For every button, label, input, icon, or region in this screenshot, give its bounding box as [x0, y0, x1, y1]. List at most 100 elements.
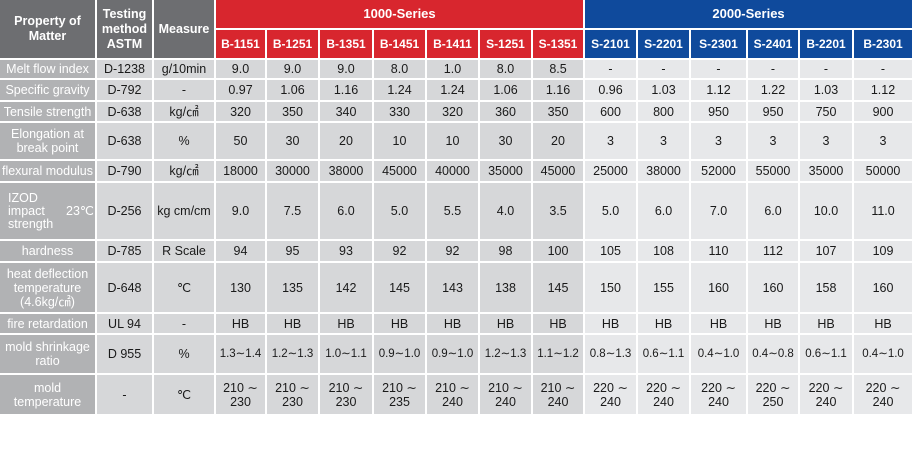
value-cell: 138 — [480, 263, 533, 314]
value-cell: 45000 — [374, 161, 427, 183]
value-cell: HB — [267, 314, 320, 335]
value-cell: 210 ∼ 240 — [427, 375, 480, 416]
value-cell: 5.0 — [585, 183, 639, 241]
value-cell: 107 — [800, 241, 855, 263]
value-cell: 130 — [216, 263, 267, 314]
value-cell: 110 — [691, 241, 749, 263]
value-cell: 45000 — [533, 161, 586, 183]
table-row: hardness D-785 R Scale 94 95 93 92 92 98 100 105 10… — [0, 241, 912, 263]
value-cell: 1.24 — [374, 80, 427, 102]
value-cell: 3 — [691, 123, 749, 161]
grade-code-header: B-2301 — [854, 30, 912, 60]
property-name: mold shrinkage ratio — [0, 335, 97, 375]
measure-unit: ℃ — [154, 263, 216, 314]
measure-unit: R Scale — [154, 241, 216, 263]
value-cell: 0.4∼1.0 — [854, 335, 912, 375]
value-cell: 6.0 — [320, 183, 374, 241]
value-cell: 220 ∼ 240 — [691, 375, 749, 416]
value-cell: 38000 — [638, 161, 692, 183]
value-cell: 210 ∼ 230 — [267, 375, 320, 416]
value-cell: 220 ∼ 250 — [748, 375, 801, 416]
value-cell: 30 — [267, 123, 320, 161]
value-cell: 210 ∼ 235 — [374, 375, 427, 416]
value-cell: HB — [748, 314, 801, 335]
measure-unit: ℃ — [154, 375, 216, 416]
test-method: - — [97, 375, 154, 416]
table-row: mold temperature - ℃ 210 ∼ 230 210 ∼ 230 210 … — [0, 375, 912, 416]
value-cell: 0.9∼1.0 — [374, 335, 427, 375]
value-cell: 30 — [480, 123, 533, 161]
value-cell: 1.03 — [800, 80, 855, 102]
value-cell: 3 — [585, 123, 639, 161]
value-cell: 35000 — [800, 161, 855, 183]
value-cell: 98 — [480, 241, 533, 263]
value-cell: 210 ∼ 230 — [320, 375, 374, 416]
property-label: IZOD impact strength — [8, 190, 54, 231]
value-cell: 0.4∼0.8 — [748, 335, 801, 375]
value-cell: 9.0 — [216, 60, 267, 80]
value-cell: 50 — [216, 123, 267, 161]
property-name: Elongation at break point — [0, 123, 97, 161]
value-cell: 320 — [427, 102, 480, 123]
value-cell: 1.0 — [427, 60, 480, 80]
measure-unit: % — [154, 335, 216, 375]
value-cell: HB — [800, 314, 855, 335]
value-cell: 220 ∼ 240 — [800, 375, 855, 416]
value-cell: 9.0 — [216, 183, 267, 241]
value-cell: 155 — [638, 263, 692, 314]
value-cell: 220 ∼ 240 — [585, 375, 639, 416]
test-method: D-790 — [97, 161, 154, 183]
value-cell: 95 — [267, 241, 320, 263]
value-cell: HB — [320, 314, 374, 335]
grade-code-header: B-1411 — [427, 30, 480, 60]
value-cell: 350 — [533, 102, 586, 123]
value-cell: 1.12 — [854, 80, 912, 102]
property-condition: 23℃ — [66, 204, 94, 218]
value-cell: 1.2∼1.3 — [267, 335, 320, 375]
value-cell: 0.9∼1.0 — [427, 335, 480, 375]
value-cell: 1.06 — [267, 80, 320, 102]
header-property: Property of Matter — [0, 0, 97, 60]
test-method: D-638 — [97, 102, 154, 123]
measure-unit: - — [154, 314, 216, 335]
table-row: Tensile strength D-638 kg/㎠ 320 350 340 330 320… — [0, 102, 912, 123]
value-cell: 320 — [216, 102, 267, 123]
value-cell: 1.0∼1.1 — [320, 335, 374, 375]
grade-code-header: B-1351 — [320, 30, 374, 60]
value-cell: HB — [638, 314, 692, 335]
value-cell: 1.16 — [533, 80, 586, 102]
value-cell: 20 — [533, 123, 586, 161]
value-cell: 25000 — [585, 161, 639, 183]
value-cell: 340 — [320, 102, 374, 123]
value-cell: 52000 — [691, 161, 749, 183]
value-cell: HB — [691, 314, 749, 335]
value-cell: HB — [427, 314, 480, 335]
value-cell: 160 — [748, 263, 801, 314]
value-cell: 3.5 — [533, 183, 586, 241]
value-cell: 10 — [374, 123, 427, 161]
value-cell: 220 ∼ 240 — [638, 375, 692, 416]
measure-unit: g/10min — [154, 60, 216, 80]
property-name: Tensile strength — [0, 102, 97, 123]
test-method: D-638 — [97, 123, 154, 161]
value-cell: 950 — [691, 102, 749, 123]
test-method: D-1238 — [97, 60, 154, 80]
value-cell: 1.03 — [638, 80, 692, 102]
value-cell: HB — [854, 314, 912, 335]
table-row: heat deflection temperature (4.6kg/㎠) D-6… — [0, 263, 912, 314]
value-cell: 350 — [267, 102, 320, 123]
value-cell: 93 — [320, 241, 374, 263]
test-method: D-648 — [97, 263, 154, 314]
value-cell: 100 — [533, 241, 586, 263]
value-cell: 9.0 — [320, 60, 374, 80]
property-name: heat deflection temperature (4.6kg/㎠) — [0, 263, 97, 314]
series-2000-title: 2000-Series — [585, 0, 912, 30]
value-cell: 0.4∼1.0 — [691, 335, 749, 375]
specs-table: Property of Matter Testing method ASTM M… — [0, 0, 912, 416]
table-row: mold shrinkage ratio D 955% 1.3∼1.4 1.2∼1.3… — [0, 335, 912, 375]
test-method: UL 94 — [97, 314, 154, 335]
value-cell: 11.0 — [854, 183, 912, 241]
value-cell: 210 ∼ 240 — [480, 375, 533, 416]
property-name: IZOD impact strength 23℃ — [0, 183, 97, 241]
table-row: IZOD impact strength 23℃ D-256 kg cm/cm 9.0 7… — [0, 183, 912, 241]
